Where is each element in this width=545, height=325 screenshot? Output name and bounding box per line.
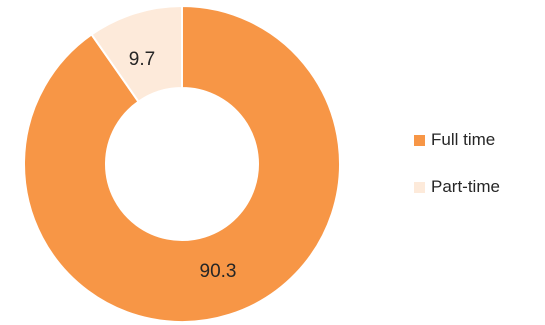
slice-full-time (23, 4, 341, 323)
legend-swatch-part-time (414, 181, 425, 193)
chart-legend: Full time Part-time (414, 128, 500, 222)
legend-item-full-time: Full time (414, 128, 500, 152)
data-label-full-time: 90.3 (200, 261, 237, 282)
legend-label-full-time: Full time (431, 130, 496, 149)
slice-part-time (90, 4, 183, 104)
data-label-part-time: 9.7 (129, 49, 155, 70)
legend-label-part-time: Part-time (431, 177, 500, 196)
legend-swatch-full-time (414, 134, 425, 146)
legend-item-part-time: Part-time (414, 175, 500, 199)
